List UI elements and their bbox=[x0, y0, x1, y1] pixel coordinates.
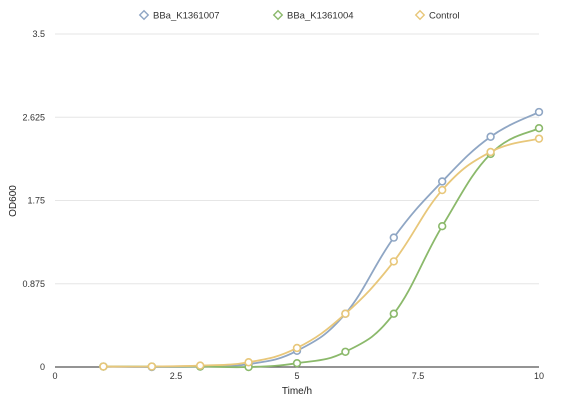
legend[interactable]: BBa_K1361007 BBa_K1361004 Control bbox=[138, 9, 460, 22]
legend-marker bbox=[414, 9, 426, 21]
data-point bbox=[534, 107, 544, 117]
data-point bbox=[534, 123, 544, 133]
data-point bbox=[534, 134, 544, 143]
y-tick-label: 0 bbox=[40, 362, 45, 372]
data-point bbox=[438, 177, 447, 186]
data-point bbox=[147, 362, 157, 371]
gridlines bbox=[55, 33, 539, 368]
data-point bbox=[389, 309, 398, 318]
x-tick-label: 2.5 bbox=[170, 371, 183, 381]
data-point bbox=[244, 358, 253, 367]
y-tick-label: 2.625 bbox=[22, 112, 45, 122]
x-axis: 0 2.5 5 7.5 10 bbox=[52, 371, 544, 381]
x-tick-label: 7.5 bbox=[412, 371, 425, 381]
data-point bbox=[389, 257, 398, 266]
data-point bbox=[486, 147, 495, 157]
y-tick-label: 1.75 bbox=[27, 196, 45, 206]
legend-marker bbox=[138, 9, 150, 21]
legend-item[interactable]: BBa_K1361004 bbox=[272, 9, 354, 22]
data-point bbox=[292, 343, 302, 353]
series-line bbox=[103, 137, 540, 368]
y-tick-label: 3.5 bbox=[32, 29, 45, 39]
data-point bbox=[341, 347, 350, 356]
legend-marker bbox=[272, 9, 284, 21]
series-line bbox=[103, 111, 540, 368]
legend-item[interactable]: BBa_K1361007 bbox=[138, 9, 220, 22]
data-point bbox=[196, 361, 205, 370]
y-axis: 0 0.875 1.75 2.625 3.5 bbox=[22, 29, 45, 372]
series-2 bbox=[99, 134, 544, 371]
legend-label: Control bbox=[429, 11, 460, 22]
series-layer bbox=[99, 107, 544, 372]
x-tick-label: 10 bbox=[534, 371, 544, 381]
data-point bbox=[486, 132, 495, 141]
data-point bbox=[292, 358, 302, 368]
y-axis-title: OD600 bbox=[8, 185, 19, 217]
x-tick-label: 0 bbox=[52, 371, 57, 381]
data-point bbox=[341, 309, 350, 318]
y-tick-label: 0.875 bbox=[22, 279, 45, 289]
data-point bbox=[99, 362, 108, 371]
x-tick-label: 5 bbox=[294, 371, 299, 381]
x-axis-title: Time/h bbox=[282, 386, 312, 397]
legend-label: BBa_K1361004 bbox=[287, 11, 354, 22]
legend-item[interactable]: Control bbox=[414, 9, 460, 22]
data-point bbox=[438, 185, 447, 195]
series-line bbox=[103, 127, 540, 369]
data-point bbox=[438, 221, 447, 231]
series-0 bbox=[99, 107, 544, 372]
legend-label: BBa_K1361007 bbox=[153, 11, 220, 22]
data-point bbox=[389, 233, 398, 242]
